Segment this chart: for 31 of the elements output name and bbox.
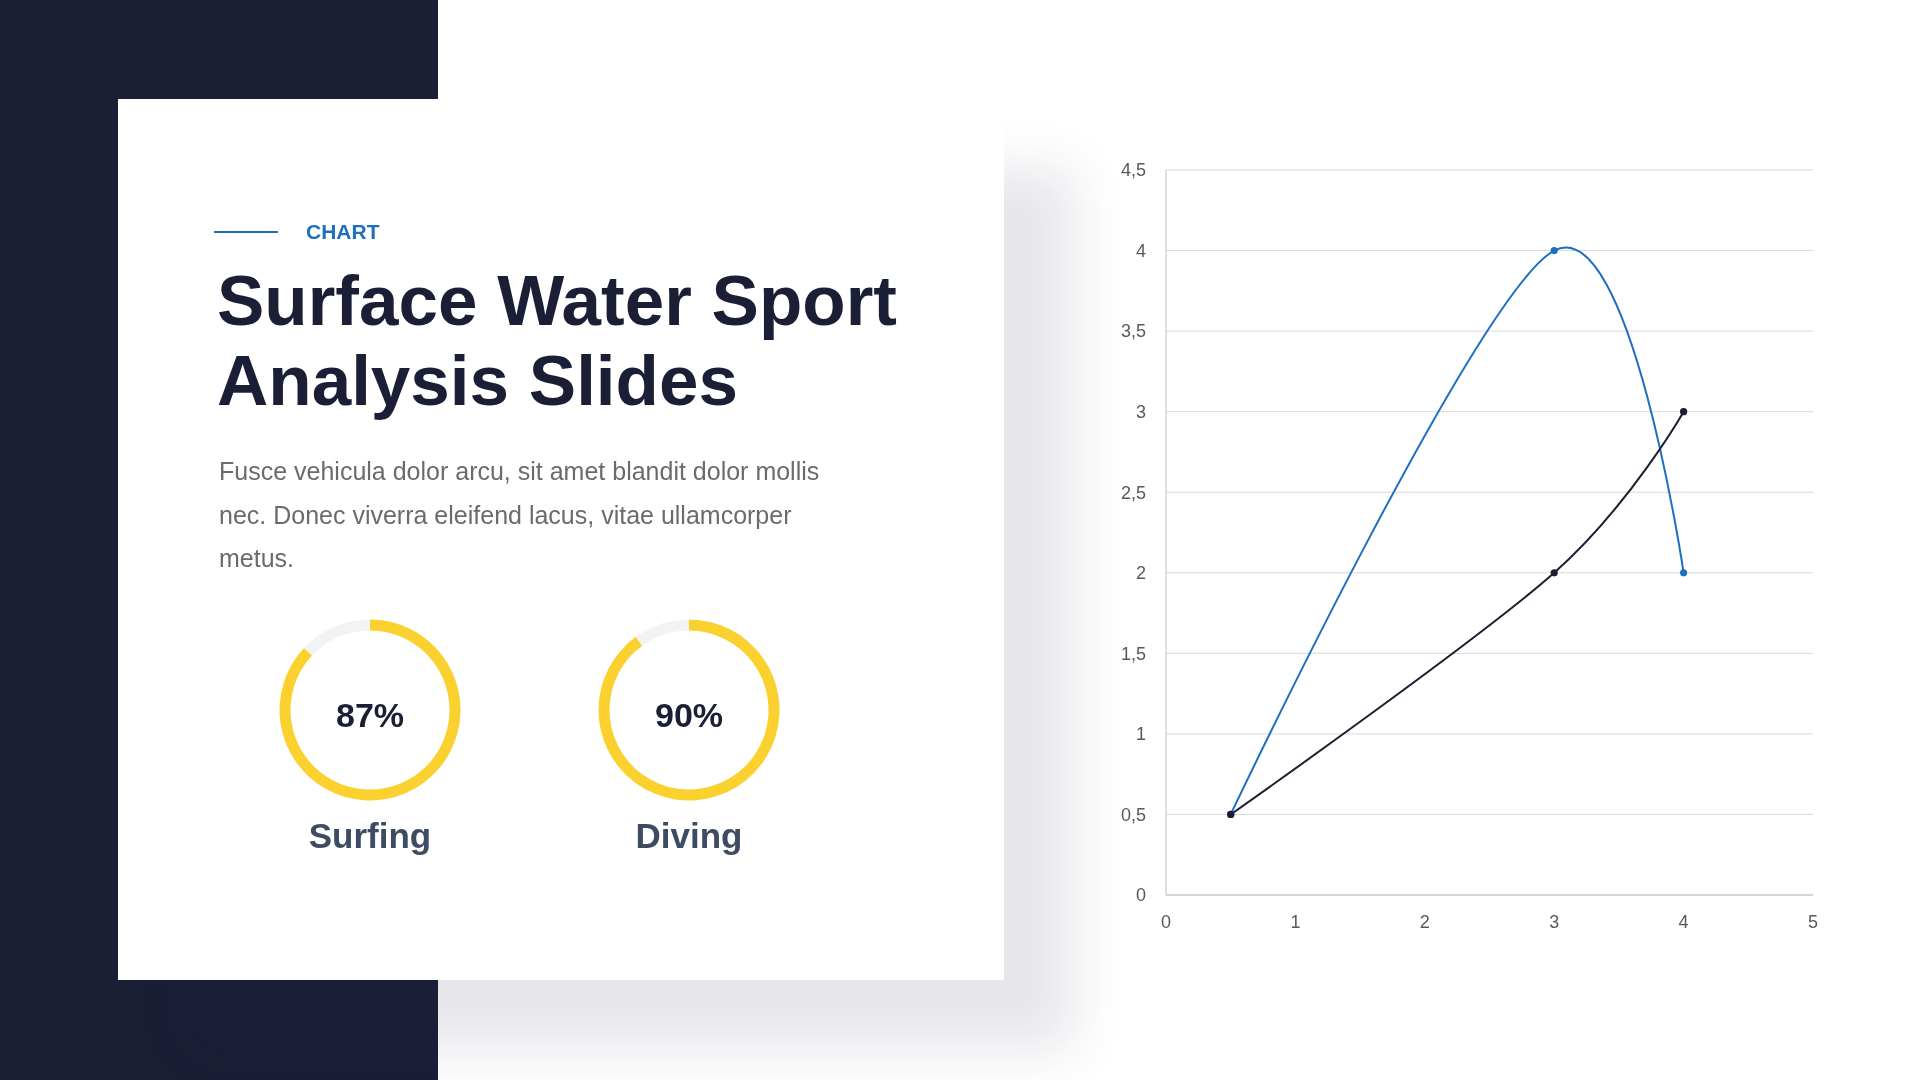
- donut-slice: [635, 619, 689, 646]
- point: [1680, 569, 1688, 577]
- text: Surface Water Sport Analysis Slides: [217, 261, 898, 421]
- y-tick-label: 3: [1135, 401, 1146, 422]
- text: CHART: [306, 220, 380, 244]
- text: Diving: [635, 816, 743, 855]
- y-tick-label: 1,5: [1120, 643, 1146, 664]
- y-tick-label: 3,5: [1120, 321, 1146, 342]
- x-tick-label: 2: [1419, 912, 1430, 933]
- y-tick-label: 2,5: [1120, 482, 1146, 503]
- x-tick-label: 4: [1678, 912, 1689, 933]
- donut-slice: [598, 619, 780, 801]
- donut-slice: [304, 619, 370, 656]
- point: [1680, 408, 1688, 416]
- text: Fusce vehicula dolor arcu, sit amet blandit dolor mollis nec. Donec viverra eleifend lacus, vitae ullamcorper metus.: [219, 456, 821, 574]
- y-tick-label: 2: [1135, 563, 1146, 584]
- text: Surfing: [308, 816, 432, 855]
- x-tick-label: 5: [1807, 912, 1819, 933]
- data-label: 90%: [654, 696, 724, 735]
- y-tick-label: 4: [1135, 240, 1146, 261]
- x-tick-label: 1: [1290, 912, 1301, 933]
- point: [1550, 246, 1558, 255]
- y-tick-label: 0,5: [1120, 804, 1146, 825]
- donut-slice: [279, 619, 461, 801]
- point: [1550, 569, 1558, 577]
- x-tick-label: 0: [1160, 912, 1172, 933]
- y-tick-label: 4,5: [1120, 160, 1146, 181]
- y-tick-label: 0: [1135, 885, 1146, 906]
- y-tick-label: 1: [1135, 724, 1146, 745]
- data-label: 87%: [335, 696, 405, 735]
- x-tick-label: 3: [1549, 912, 1560, 933]
